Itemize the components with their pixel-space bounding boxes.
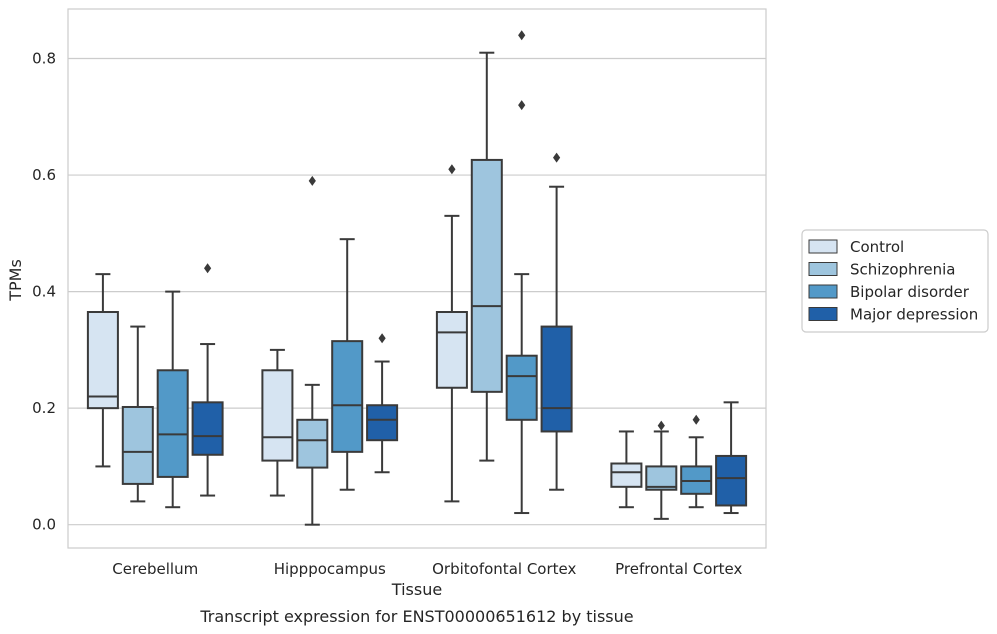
x-tick-label: Cerebellum (112, 560, 198, 578)
box-groups (86, 30, 748, 526)
x-tick-label: Hipppocampus (274, 560, 386, 578)
legend-label: Schizophrenia (850, 261, 955, 279)
legend-swatch (808, 239, 838, 254)
outlier-point (378, 333, 386, 344)
outlier-point (553, 152, 561, 163)
outlier-point (518, 100, 526, 111)
outlier-point (657, 420, 665, 431)
box-control (261, 348, 294, 497)
legend-label: Control (850, 238, 904, 256)
box-control (610, 430, 643, 509)
box-major-depression (540, 152, 573, 491)
x-axis-label: Tissue (391, 580, 442, 599)
box-bipolar-disorder (680, 414, 713, 509)
box-body (296, 418, 329, 469)
box-schizophrenia (645, 420, 678, 520)
box-major-depression (715, 401, 748, 515)
box-body (191, 401, 224, 456)
box-body (331, 340, 364, 453)
box-body (540, 325, 573, 433)
x-tick-labels: Cerebellum Hipppocampus Orbitofontal Corte… (112, 560, 742, 578)
y-axis-label: TPMs (6, 259, 25, 302)
box-bipolar-disorder (331, 238, 364, 491)
box-body (470, 158, 503, 393)
outlier-point (518, 30, 526, 41)
legend-label: Major depression (850, 306, 978, 324)
box-body (261, 369, 294, 462)
legend-swatch (808, 262, 838, 276)
chart-caption: Transcript expression for ENST0000065161… (199, 607, 633, 626)
legend-swatch (808, 307, 838, 321)
box-control (86, 273, 119, 468)
box-major-depression (366, 333, 399, 474)
box-body (505, 354, 538, 421)
outlier-point (308, 175, 316, 186)
box-body (715, 454, 748, 507)
outlier-point (692, 414, 700, 425)
y-tick-label: 0.0 (32, 516, 56, 534)
legend-frame (801, 229, 989, 333)
y-tick-label: 0.4 (32, 283, 56, 301)
box-schizophrenia (121, 325, 154, 503)
box-body (156, 369, 189, 478)
box-body (366, 404, 399, 442)
box-schizophrenia (296, 175, 329, 526)
box-body (121, 405, 154, 485)
box-body (645, 465, 678, 491)
box-control (435, 164, 468, 503)
y-tick-label: 0.2 (32, 399, 56, 417)
y-tick-labels: 0.0 0.2 0.4 0.6 0.8 (32, 50, 56, 534)
box-bipolar-disorder (156, 290, 189, 509)
box-major-depression (191, 263, 224, 497)
box-body (86, 311, 119, 410)
outlier-point (448, 164, 456, 175)
box-bipolar-disorder (505, 30, 538, 515)
legend: Control Schizophrenia Bipolar disorder Majo… (801, 229, 989, 333)
box-schizophrenia (470, 51, 503, 462)
y-tick-label: 0.8 (32, 50, 56, 68)
outlier-point (204, 263, 212, 274)
plot-frame (67, 8, 767, 549)
x-tick-label: Orbitofontal Cortex (432, 560, 576, 578)
box-body (435, 311, 468, 389)
legend-label: Bipolar disorder (850, 283, 970, 301)
box-body (610, 462, 643, 488)
x-tick-label: Prefrontal Cortex (615, 560, 742, 578)
legend-swatch (808, 284, 838, 299)
y-tick-label: 0.6 (32, 166, 56, 184)
